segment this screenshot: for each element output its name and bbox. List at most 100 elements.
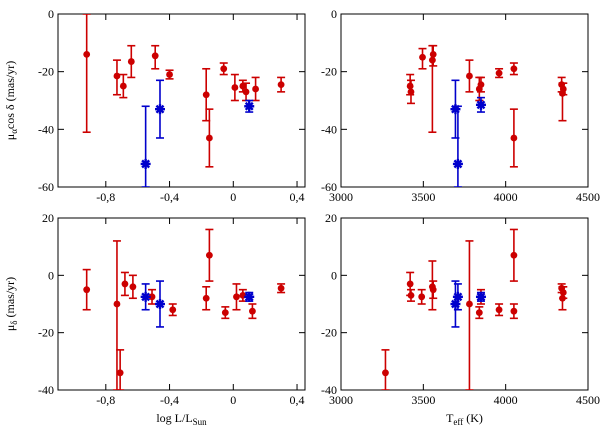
red-data-point <box>407 292 415 299</box>
red-data-point <box>466 300 473 308</box>
blue-data-point <box>475 291 486 302</box>
y-tick-label: -40 <box>38 122 54 136</box>
blue-data-point <box>140 291 151 302</box>
x-tick-label: -0,4 <box>160 190 179 204</box>
y-tick-label: -40 <box>321 122 337 136</box>
red-data-point <box>475 309 483 316</box>
panel-4: 3000 3500 4000 4500 -40 -20 0 20 Teff (K) <box>321 211 600 427</box>
x-tick-label: 3000 <box>329 393 353 407</box>
red-data-point <box>119 82 127 90</box>
blue-data-point <box>244 101 255 112</box>
x-tick-label: -0,8 <box>96 190 115 204</box>
x-axis-label: Teff (K) <box>446 411 483 427</box>
red-data-point <box>277 81 285 89</box>
red-data-point <box>419 53 426 61</box>
plot-frame <box>340 217 589 391</box>
plot-frame <box>57 217 306 391</box>
plot-frame <box>57 13 306 188</box>
blue-data-point <box>140 158 151 169</box>
x-tick-label: -0,8 <box>96 393 115 407</box>
panel-1: -0,8 -0,4 0 0,4 -60 -40 -20 0 μαcos δ (mas/yr) <box>3 7 306 204</box>
red-data-point <box>252 85 259 93</box>
red-data-point <box>510 65 518 73</box>
y-tick-label: 0 <box>48 7 54 21</box>
blue-data-point <box>244 291 255 302</box>
y-axis-label: μδ (mas/yr) <box>3 277 19 331</box>
red-data-point <box>116 369 124 377</box>
y-tick-label: 20 <box>42 211 54 225</box>
red-data-point <box>148 293 156 301</box>
y-axis-label: μαcos δ (mas/yr) <box>3 61 19 140</box>
data-area <box>381 228 568 390</box>
red-data-point <box>382 369 389 377</box>
blue-data-point <box>452 291 463 302</box>
blue-data-point <box>475 99 486 110</box>
red-data-point <box>202 91 210 99</box>
red-data-point <box>407 88 415 96</box>
red-data-point <box>127 58 135 65</box>
y-tick-label: -20 <box>38 65 54 79</box>
red-data-point <box>466 72 473 80</box>
data-area <box>82 14 286 187</box>
y-tick-label: 0 <box>331 7 337 21</box>
red-data-point <box>129 283 137 291</box>
red-data-point <box>113 300 121 308</box>
red-data-point <box>495 69 503 77</box>
red-data-point <box>205 251 213 259</box>
y-tick-label: -60 <box>321 180 337 194</box>
red-data-point <box>231 84 239 91</box>
red-data-point <box>406 82 414 90</box>
red-data-point <box>495 306 503 314</box>
red-data-point <box>559 289 567 296</box>
red-data-point <box>477 81 485 89</box>
plot-frame <box>340 13 589 188</box>
red-data-point <box>221 309 229 316</box>
x-tick-label: 0 <box>230 190 236 204</box>
red-data-point <box>151 52 159 60</box>
red-data-point <box>429 50 437 58</box>
blue-data-point <box>452 158 463 169</box>
red-data-point <box>428 56 436 64</box>
data-area <box>406 44 568 187</box>
x-tick-label: -0,4 <box>160 393 179 407</box>
red-data-point <box>220 65 228 73</box>
blue-data-point <box>154 299 165 309</box>
x-tick-label: 3500 <box>411 190 435 204</box>
red-data-point <box>418 293 426 301</box>
y-tick-label: -20 <box>321 65 337 79</box>
y-tick-label: 0 <box>48 268 54 282</box>
y-tick-label: 20 <box>325 211 337 225</box>
red-data-point <box>113 72 121 80</box>
red-data-point <box>239 82 247 90</box>
data-area <box>82 228 286 390</box>
y-tick-label: -60 <box>38 180 54 194</box>
blue-data-point <box>154 104 165 115</box>
x-tick-label: 4000 <box>494 190 518 204</box>
y-tick-label: -40 <box>38 383 54 397</box>
red-data-point <box>202 294 210 302</box>
red-data-point <box>83 50 91 58</box>
red-data-point <box>510 134 518 142</box>
y-tick-label: -20 <box>321 326 337 340</box>
red-data-point <box>510 251 518 259</box>
y-tick-label: -20 <box>38 326 54 340</box>
y-tick-label: -40 <box>321 383 337 397</box>
x-tick-label: 3500 <box>411 393 435 407</box>
x-tick-label: 0 <box>230 393 236 407</box>
red-data-point <box>166 71 173 78</box>
x-tick-label: 4500 <box>576 393 600 407</box>
red-data-point <box>277 284 285 292</box>
red-data-point <box>429 286 437 294</box>
y-tick-label: 0 <box>331 268 337 282</box>
red-data-point <box>233 293 240 301</box>
red-data-point <box>242 88 250 96</box>
red-data-point <box>121 280 129 288</box>
red-data-point <box>559 85 567 93</box>
x-tick-label: 3000 <box>329 190 353 204</box>
red-data-point <box>205 134 213 142</box>
x-axis-label: log L/LSun <box>156 411 207 427</box>
x-tick-label: 0,4 <box>290 393 305 407</box>
red-data-point <box>406 280 414 288</box>
panel-3: -0,8 -0,4 0 0,4 -40 -20 0 20 μδ (mas/yr) log L/LS… <box>3 211 306 427</box>
red-data-point <box>510 307 518 315</box>
